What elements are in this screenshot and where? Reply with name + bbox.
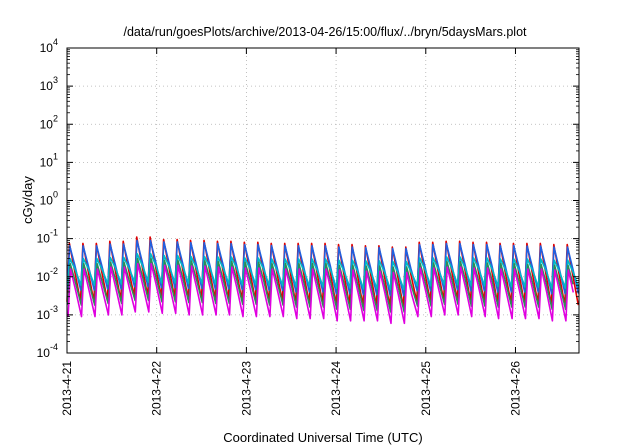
series-line-5 (67, 262, 575, 325)
y-tick-label: 10-1 (37, 228, 58, 246)
y-tick-label: 10-3 (37, 304, 58, 322)
x-tick-label: 2013-4-22 (150, 361, 164, 416)
y-tick-label: 100 (40, 190, 58, 208)
y-tick-label: 102 (40, 113, 58, 131)
y-tick-label: 104 (40, 37, 58, 55)
y-tick-label: 10-4 (37, 342, 58, 360)
x-tick-label: 2013-4-24 (329, 361, 343, 416)
x-tick-label: 2013-4-23 (239, 361, 253, 416)
series-line-2 (66, 239, 580, 297)
y-tick-label: 103 (40, 75, 58, 93)
series-group (66, 236, 580, 325)
axes: 10-4 10-3 10-2 10-1 100 101 102 103 104 2013-4-21… (37, 37, 579, 416)
chart-title: /data/run/goesPlots/archive/2013-04-26/1… (123, 25, 527, 39)
y-tick-label: 10-2 (37, 266, 58, 284)
x-axis-label: Coordinated Universal Time (UTC) (223, 430, 422, 445)
y-tick-label: 101 (40, 151, 58, 169)
x-tick-label: 2013-4-26 (508, 361, 522, 416)
x-tick-label: 2013-4-25 (419, 361, 433, 416)
y-axis-label: cGy/day (20, 176, 35, 224)
series-line-3 (66, 253, 580, 291)
x-tick-label: 2013-4-21 (60, 361, 74, 416)
